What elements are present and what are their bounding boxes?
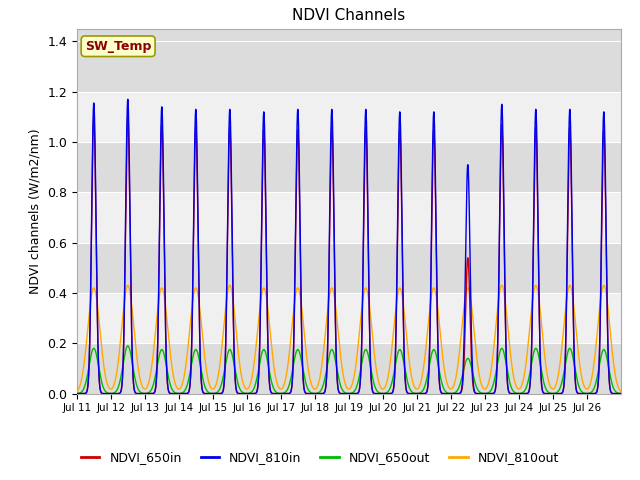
Bar — [77, 41, 621, 92]
Bar — [77, 243, 621, 293]
Bar — [77, 293, 621, 343]
Text: SW_Temp: SW_Temp — [85, 40, 151, 53]
Bar — [77, 92, 621, 142]
Title: NDVI Channels: NDVI Channels — [292, 9, 405, 24]
Legend: NDVI_650in, NDVI_810in, NDVI_650out, NDVI_810out: NDVI_650in, NDVI_810in, NDVI_650out, NDV… — [76, 446, 564, 469]
Y-axis label: NDVI channels (W/m2/nm): NDVI channels (W/m2/nm) — [29, 128, 42, 294]
Bar — [77, 343, 621, 394]
Bar — [77, 192, 621, 243]
Bar — [77, 142, 621, 192]
